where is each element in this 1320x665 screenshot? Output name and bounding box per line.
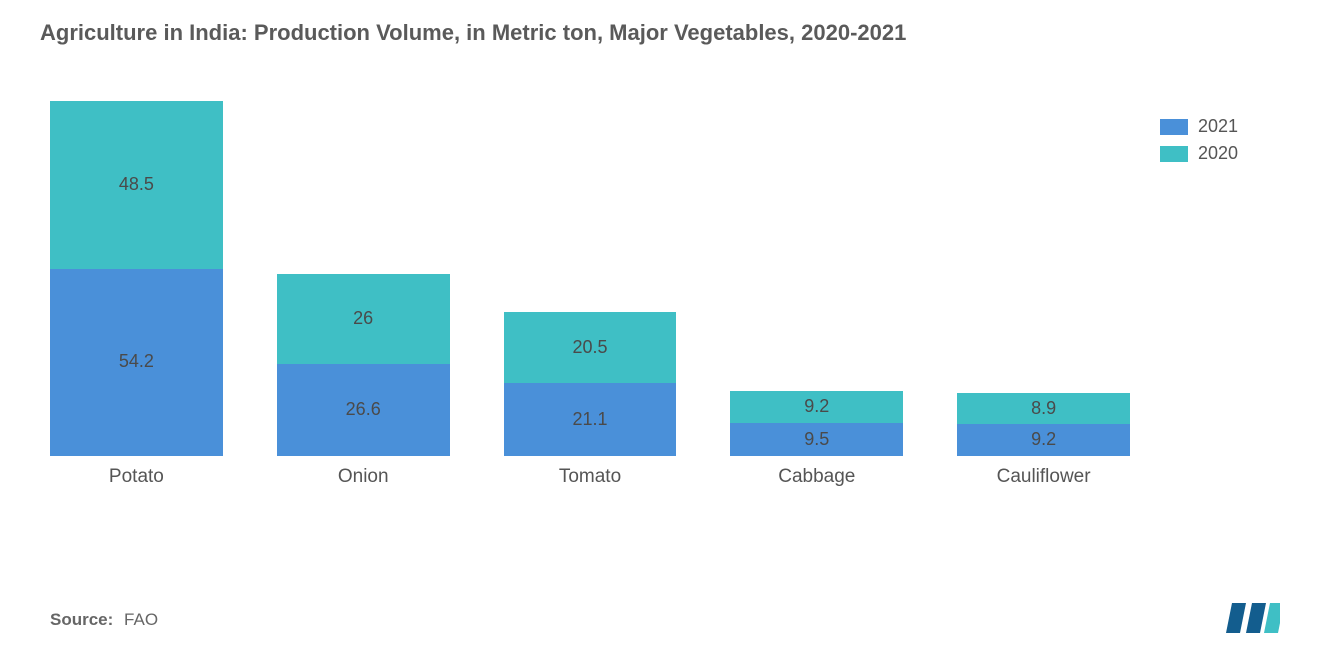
bars-row: 54.2 48.5 26.6 26 21.1 20.5 9.5 9.2 9.2 8.9 [40,76,1140,456]
bar-stack: 54.2 48.5 [50,101,223,456]
plot-area: 54.2 48.5 26.6 26 21.1 20.5 9.5 9.2 9.2 8.9 [40,76,1140,456]
bar-group: 54.2 48.5 [50,101,223,456]
x-axis-labels: Potato Onion Tomato Cabbage Cauliflower [40,456,1140,488]
bar-segment: 9.2 [730,391,903,423]
bar-value-label: 9.2 [804,397,829,417]
source-label: Source: [50,610,113,629]
bar-stack: 9.5 9.2 [730,391,903,456]
x-axis-label: Cauliflower [957,466,1130,488]
bar-segment: 48.5 [50,101,223,269]
source-line: Source: FAO [50,610,158,630]
bar-value-label: 48.5 [119,175,154,195]
bar-value-label: 9.2 [1031,430,1056,450]
bar-group: 9.5 9.2 [730,391,903,456]
x-axis-label: Tomato [504,466,677,488]
bar-segment: 21.1 [504,383,677,456]
bar-value-label: 54.2 [119,352,154,372]
bar-group: 26.6 26 [277,274,450,456]
legend-label: 2020 [1198,143,1238,164]
legend-item: 2021 [1160,116,1290,137]
bar-group: 21.1 20.5 [504,312,677,456]
legend-swatch [1160,119,1188,135]
bar-segment: 9.2 [957,424,1130,456]
bar-segment: 26.6 [277,364,450,456]
brand-logo-icon [1224,599,1280,635]
bar-value-label: 9.5 [804,430,829,450]
bar-segment: 54.2 [50,269,223,456]
brand-logo [1224,599,1280,640]
bar-value-label: 20.5 [572,338,607,358]
bar-segment: 9.5 [730,423,903,456]
bar-stack: 21.1 20.5 [504,312,677,456]
source-value: FAO [124,610,158,629]
plot-wrap: 54.2 48.5 26.6 26 21.1 20.5 9.5 9.2 9.2 8.9 Potat… [40,76,1160,488]
bar-segment: 26 [277,274,450,364]
bar-value-label: 26.6 [346,400,381,420]
chart-zone: 54.2 48.5 26.6 26 21.1 20.5 9.5 9.2 9.2 8.9 Potat… [40,76,1290,488]
bar-value-label: 21.1 [572,410,607,430]
legend-swatch [1160,146,1188,162]
bar-segment: 20.5 [504,312,677,383]
chart-title: Agriculture in India: Production Volume,… [40,20,1290,46]
bar-value-label: 8.9 [1031,399,1056,419]
legend-item: 2020 [1160,143,1290,164]
x-axis-label: Cabbage [730,466,903,488]
bar-stack: 9.2 8.9 [957,393,1130,456]
legend: 2021 2020 [1160,76,1290,170]
legend-label: 2021 [1198,116,1238,137]
bar-stack: 26.6 26 [277,274,450,456]
chart-container: Agriculture in India: Production Volume,… [0,0,1320,665]
bar-value-label: 26 [353,309,373,329]
x-axis-label: Onion [277,466,450,488]
bar-segment: 8.9 [957,393,1130,424]
x-axis-label: Potato [50,466,223,488]
bar-group: 9.2 8.9 [957,393,1130,456]
